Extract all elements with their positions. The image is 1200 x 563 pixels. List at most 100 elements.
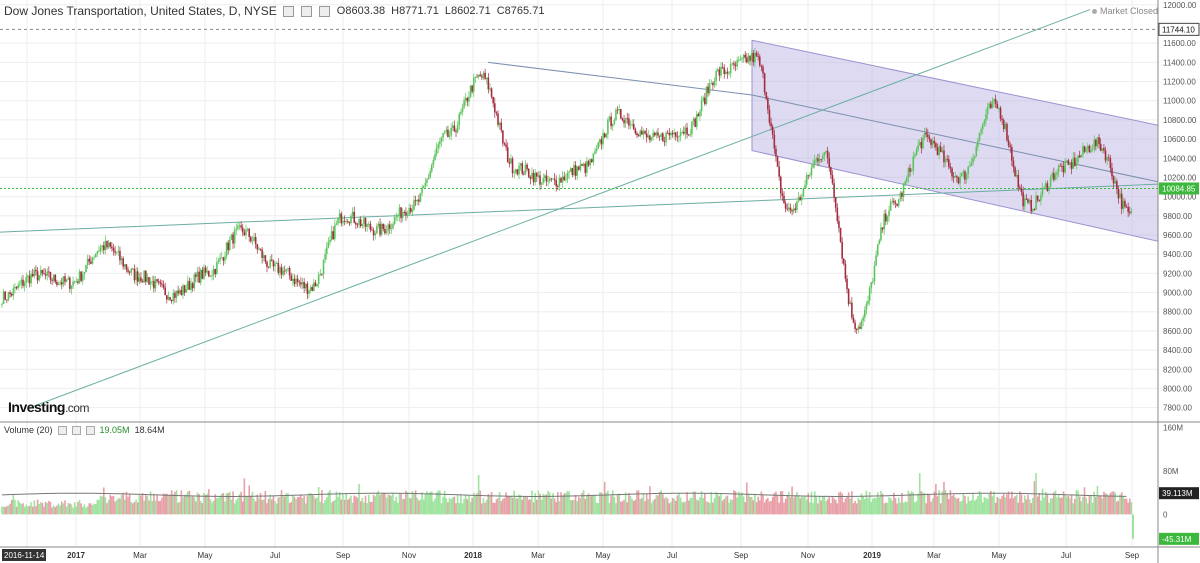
volume-bar: [875, 497, 877, 515]
candle-body: [500, 122, 503, 131]
candle-body: [634, 129, 637, 134]
volume-bar: [561, 495, 564, 515]
candle-body: [300, 282, 302, 285]
volume-bar: [372, 494, 375, 515]
volume-bar: [952, 494, 955, 515]
volume-bar: [14, 499, 16, 515]
candle-body: [99, 247, 102, 252]
volume-bar: [9, 503, 11, 515]
candle-body: [75, 281, 78, 283]
volume-bar: [802, 497, 805, 515]
volume-bar: [524, 496, 527, 515]
settings-icon[interactable]: [57, 425, 67, 435]
volume-bar: [366, 502, 368, 515]
volume-ma-line: [1, 492, 1127, 497]
candle-body: [490, 88, 493, 97]
volume-bar: [489, 495, 491, 515]
x-tick-label: Mar: [133, 551, 147, 560]
volume-bar: [450, 498, 452, 515]
volume-bar: [178, 501, 181, 515]
volume-bar: [800, 496, 803, 515]
volume-bar: [933, 491, 936, 515]
x-tick-label: May: [197, 551, 212, 560]
eye-icon[interactable]: [300, 5, 312, 17]
status-dot-icon: [1091, 9, 1097, 15]
candle-body: [917, 145, 919, 150]
candle-body: [269, 259, 272, 268]
close-icon[interactable]: [85, 425, 95, 435]
volume-bar: [439, 490, 441, 515]
volume-bar: [325, 497, 328, 515]
candle-body: [28, 275, 31, 284]
volume-bar: [1046, 493, 1049, 515]
candle-body: [852, 317, 855, 323]
candle-body: [513, 172, 515, 174]
candle-body: [914, 155, 916, 157]
candle-body: [363, 218, 365, 225]
candle-body: [620, 109, 622, 119]
candle-body: [981, 123, 984, 130]
candle-body: [447, 129, 449, 137]
volume-bar: [1028, 499, 1031, 515]
close-icon[interactable]: [318, 5, 330, 17]
volume-bar: [272, 495, 275, 515]
candle-body: [148, 277, 150, 285]
volume-bar: [416, 497, 419, 515]
volume-bar: [1128, 498, 1131, 515]
volume-bar: [557, 492, 559, 515]
settings-icon[interactable]: [282, 5, 294, 17]
eye-icon[interactable]: [71, 425, 81, 435]
volume-bar: [773, 492, 776, 515]
candle-body: [227, 242, 229, 251]
candle-body: [954, 176, 957, 178]
ohlc-low: L8602.71: [444, 5, 491, 17]
candle-body: [770, 122, 772, 127]
volume-bar: [1001, 495, 1003, 515]
candle-body: [896, 203, 898, 206]
volume-bar: [608, 502, 611, 515]
volume-bar: [379, 495, 381, 515]
candle-body: [292, 278, 294, 281]
volume-bar: [300, 494, 302, 515]
candle-body: [967, 166, 969, 175]
volume-bar: [1091, 502, 1094, 515]
volume-bar: [757, 496, 759, 515]
volume-bar: [1020, 494, 1023, 515]
candle-body: [653, 132, 656, 136]
candle-body: [337, 218, 339, 224]
volume-bar: [537, 490, 540, 515]
candle-body: [72, 281, 74, 286]
volume-bar: [857, 497, 860, 515]
candle-body: [629, 124, 632, 126]
candle-body: [1028, 200, 1031, 203]
volume-bar: [762, 494, 764, 515]
candle-body: [222, 257, 225, 261]
volume-bar: [770, 500, 772, 515]
candle-body: [211, 275, 213, 277]
candle-body: [187, 280, 189, 290]
volume-bar: [1014, 496, 1016, 515]
volume-bar: [1077, 490, 1079, 515]
volume-bar: [817, 503, 819, 515]
candle-body: [114, 250, 116, 253]
volume-bar: [553, 498, 556, 515]
candle-body: [1070, 162, 1073, 169]
volume-bar: [350, 495, 352, 515]
price-tick-label: 10800.00: [1163, 116, 1197, 125]
volume-bar: [863, 499, 866, 515]
candle-body: [830, 167, 832, 176]
candle-body: [429, 171, 431, 178]
volume-bar: [48, 500, 50, 515]
volume-bar: [1051, 497, 1054, 515]
volume-bar: [7, 505, 10, 515]
volume-bar: [956, 498, 958, 515]
volume-bar: [1033, 481, 1036, 515]
volume-bar: [618, 493, 621, 515]
volume-bar: [957, 497, 960, 515]
volume-bar: [1103, 491, 1105, 515]
volume-bar: [923, 492, 926, 515]
candle-body: [695, 113, 698, 127]
volume-bar: [540, 499, 543, 515]
candle-body: [6, 299, 8, 301]
